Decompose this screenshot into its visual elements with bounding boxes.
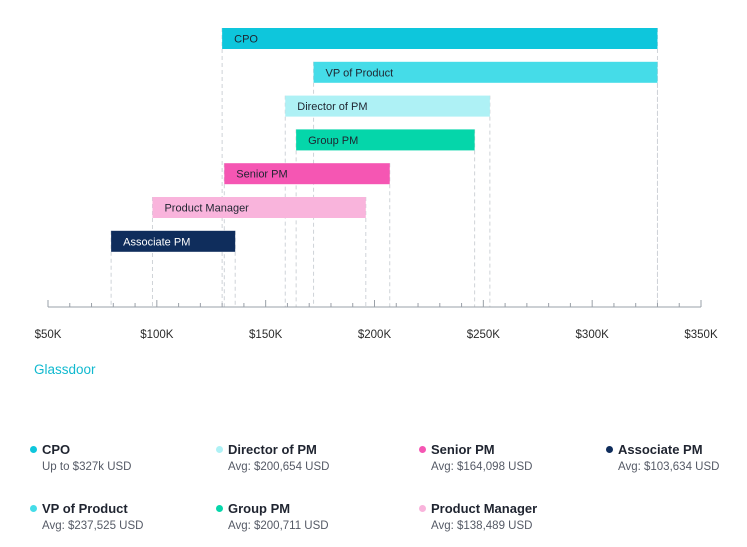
- bars: CPO VP of Product Director of PM Group PM Se…: [111, 28, 658, 252]
- bar-label: VP of Product: [326, 67, 394, 79]
- bar-product-manager[interactable]: [152, 197, 366, 218]
- bar-director-of-pm[interactable]: [285, 95, 490, 117]
- x-tick-label: $300K: [576, 329, 610, 341]
- x-tick-label: $250K: [467, 329, 501, 341]
- x-tick-label: $150K: [249, 329, 283, 341]
- bar-senior-pm[interactable]: [224, 163, 390, 185]
- x-tick-label: $350K: [684, 329, 718, 341]
- x-tick-label: $200K: [358, 329, 392, 341]
- bar-label: Associate PM: [123, 236, 190, 248]
- bar-vp-of-product[interactable]: [313, 61, 658, 83]
- bar-label: Product Manager: [164, 203, 249, 215]
- x-axis: $50K $100K $150K $200K $250K $300K $350K: [35, 300, 718, 341]
- source-label[interactable]: Glassdoor: [34, 362, 96, 377]
- bar-label: Senior PM: [236, 169, 287, 181]
- x-tick-label: $100K: [140, 329, 174, 341]
- bar-cpo[interactable]: [222, 28, 658, 49]
- bar-label: Group PM: [308, 135, 358, 147]
- bar-associate-pm[interactable]: [111, 230, 236, 252]
- x-tick-label: $50K: [35, 329, 62, 341]
- bar-group-pm[interactable]: [296, 129, 475, 151]
- bar-label: Director of PM: [297, 101, 367, 113]
- bar-label: CPO: [234, 34, 258, 46]
- guide-lines: [110, 28, 658, 307]
